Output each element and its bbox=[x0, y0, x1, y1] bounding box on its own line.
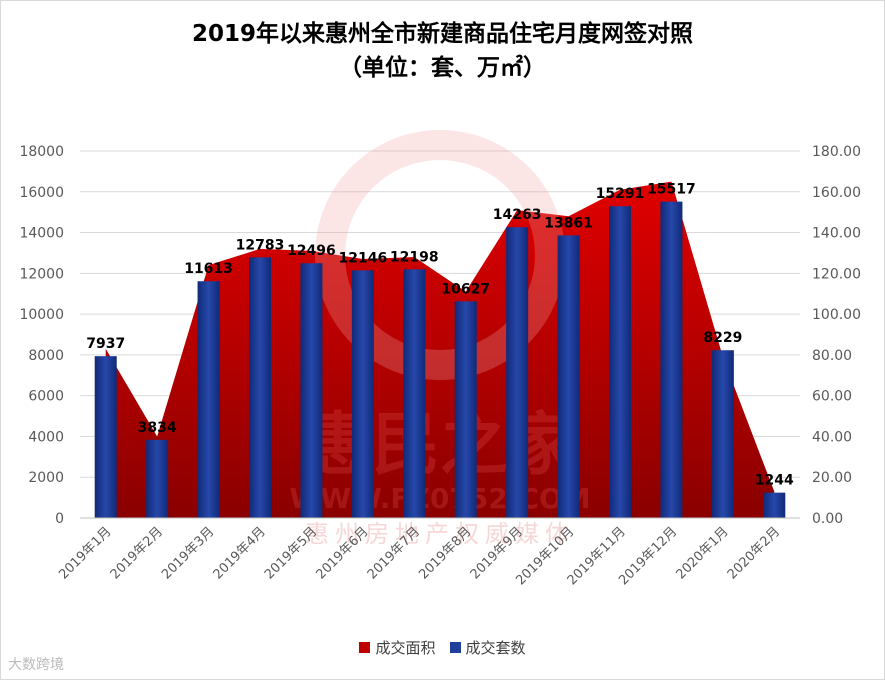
y-left-tick-label: 6000 bbox=[28, 389, 64, 405]
area-shape bbox=[105, 181, 775, 519]
y-left-tick-label: 10000 bbox=[19, 307, 64, 323]
y-right-tick-label: 0.00 bbox=[812, 511, 843, 527]
y-right-tick-label: 60.00 bbox=[812, 389, 852, 405]
watermark-url: WWW.FZ0752.COM bbox=[289, 482, 590, 515]
watermark: 惠民之家 WWW.FZ0752.COM 惠州房地产权威媒体 bbox=[289, 130, 591, 548]
y-left-tick-label: 4000 bbox=[28, 429, 64, 445]
y-left-tick-label: 16000 bbox=[19, 185, 64, 201]
y-right-tick-label: 40.00 bbox=[812, 429, 852, 445]
bar bbox=[197, 281, 220, 518]
y-left-tick-label: 18000 bbox=[19, 144, 64, 160]
chart-subtitle: （单位：套、万㎡） bbox=[339, 55, 546, 81]
data-label: 15291 bbox=[596, 186, 645, 202]
bar bbox=[94, 356, 117, 518]
legend-label-area: 成交面积 bbox=[375, 639, 436, 657]
x-tick-label: 2019年3月 bbox=[159, 524, 217, 582]
x-tick-label: 2019年1月 bbox=[56, 524, 114, 582]
y-right-tick-label: 100.00 bbox=[812, 307, 861, 323]
bar-series bbox=[94, 201, 786, 518]
bar bbox=[300, 263, 323, 518]
y-left-tick-label: 8000 bbox=[28, 348, 64, 364]
bar bbox=[506, 227, 529, 518]
data-label: 13861 bbox=[544, 215, 593, 231]
watermark-tagline: 惠州房地产权威媒体 bbox=[305, 520, 575, 548]
data-label: 1244 bbox=[755, 473, 794, 489]
bar bbox=[711, 350, 734, 518]
x-tick-label: 2019年2月 bbox=[108, 524, 166, 582]
bar bbox=[403, 269, 426, 518]
y-left-tick-label: 0 bbox=[55, 511, 64, 527]
y-right-tick-label: 120.00 bbox=[812, 266, 861, 282]
legend: 成交面积 成交套数 bbox=[0, 637, 885, 658]
legend-swatch-area bbox=[359, 642, 371, 653]
data-label: 15517 bbox=[647, 182, 696, 198]
data-label: 7937 bbox=[86, 336, 125, 352]
y-right-tick-label: 140.00 bbox=[812, 226, 861, 242]
data-label: 3834 bbox=[138, 420, 177, 436]
data-label: 10627 bbox=[441, 281, 490, 297]
bar bbox=[763, 492, 786, 518]
y-right-tick-label: 180.00 bbox=[812, 144, 861, 160]
data-label: 12783 bbox=[236, 237, 285, 253]
area-series bbox=[105, 181, 775, 519]
y-left-tick-label: 14000 bbox=[19, 226, 64, 242]
data-label: 14263 bbox=[493, 207, 542, 223]
x-tick-label: 2019年5月 bbox=[262, 524, 320, 582]
corner-watermark: 大数跨境 bbox=[8, 657, 64, 673]
legend-item-area: 成交面积 bbox=[359, 637, 436, 658]
bar bbox=[609, 206, 631, 518]
y-right-tick-label: 20.00 bbox=[812, 470, 852, 486]
watermark-main: 惠民之家 bbox=[304, 406, 576, 485]
data-label: 12496 bbox=[287, 243, 336, 259]
bar bbox=[146, 439, 169, 518]
y-left-tick-label: 2000 bbox=[28, 470, 64, 486]
watermark-logo-icon bbox=[315, 130, 565, 380]
data-label: 8229 bbox=[703, 330, 742, 346]
bar bbox=[454, 301, 477, 518]
data-label: 12146 bbox=[338, 250, 387, 266]
bar bbox=[557, 235, 580, 518]
x-tick-label: 2020年2月 bbox=[725, 524, 783, 582]
y-right-tick-label: 80.00 bbox=[812, 348, 852, 364]
legend-label-bars: 成交套数 bbox=[465, 639, 526, 657]
legend-item-bars: 成交套数 bbox=[449, 637, 526, 658]
data-label: 11613 bbox=[184, 261, 233, 277]
bar bbox=[249, 257, 271, 518]
x-tick-label: 2019年4月 bbox=[211, 524, 269, 582]
data-label: 12198 bbox=[390, 249, 439, 265]
x-tick-label: 2020年1月 bbox=[673, 524, 731, 582]
legend-swatch-bars bbox=[449, 642, 461, 653]
y-right-tick-label: 160.00 bbox=[812, 185, 861, 201]
y-left-tick-label: 12000 bbox=[19, 266, 64, 282]
bar bbox=[660, 201, 683, 518]
bar bbox=[351, 270, 374, 518]
chart-title: 2019年以来惠州全市新建商品住宅月度网签对照 bbox=[191, 21, 693, 47]
